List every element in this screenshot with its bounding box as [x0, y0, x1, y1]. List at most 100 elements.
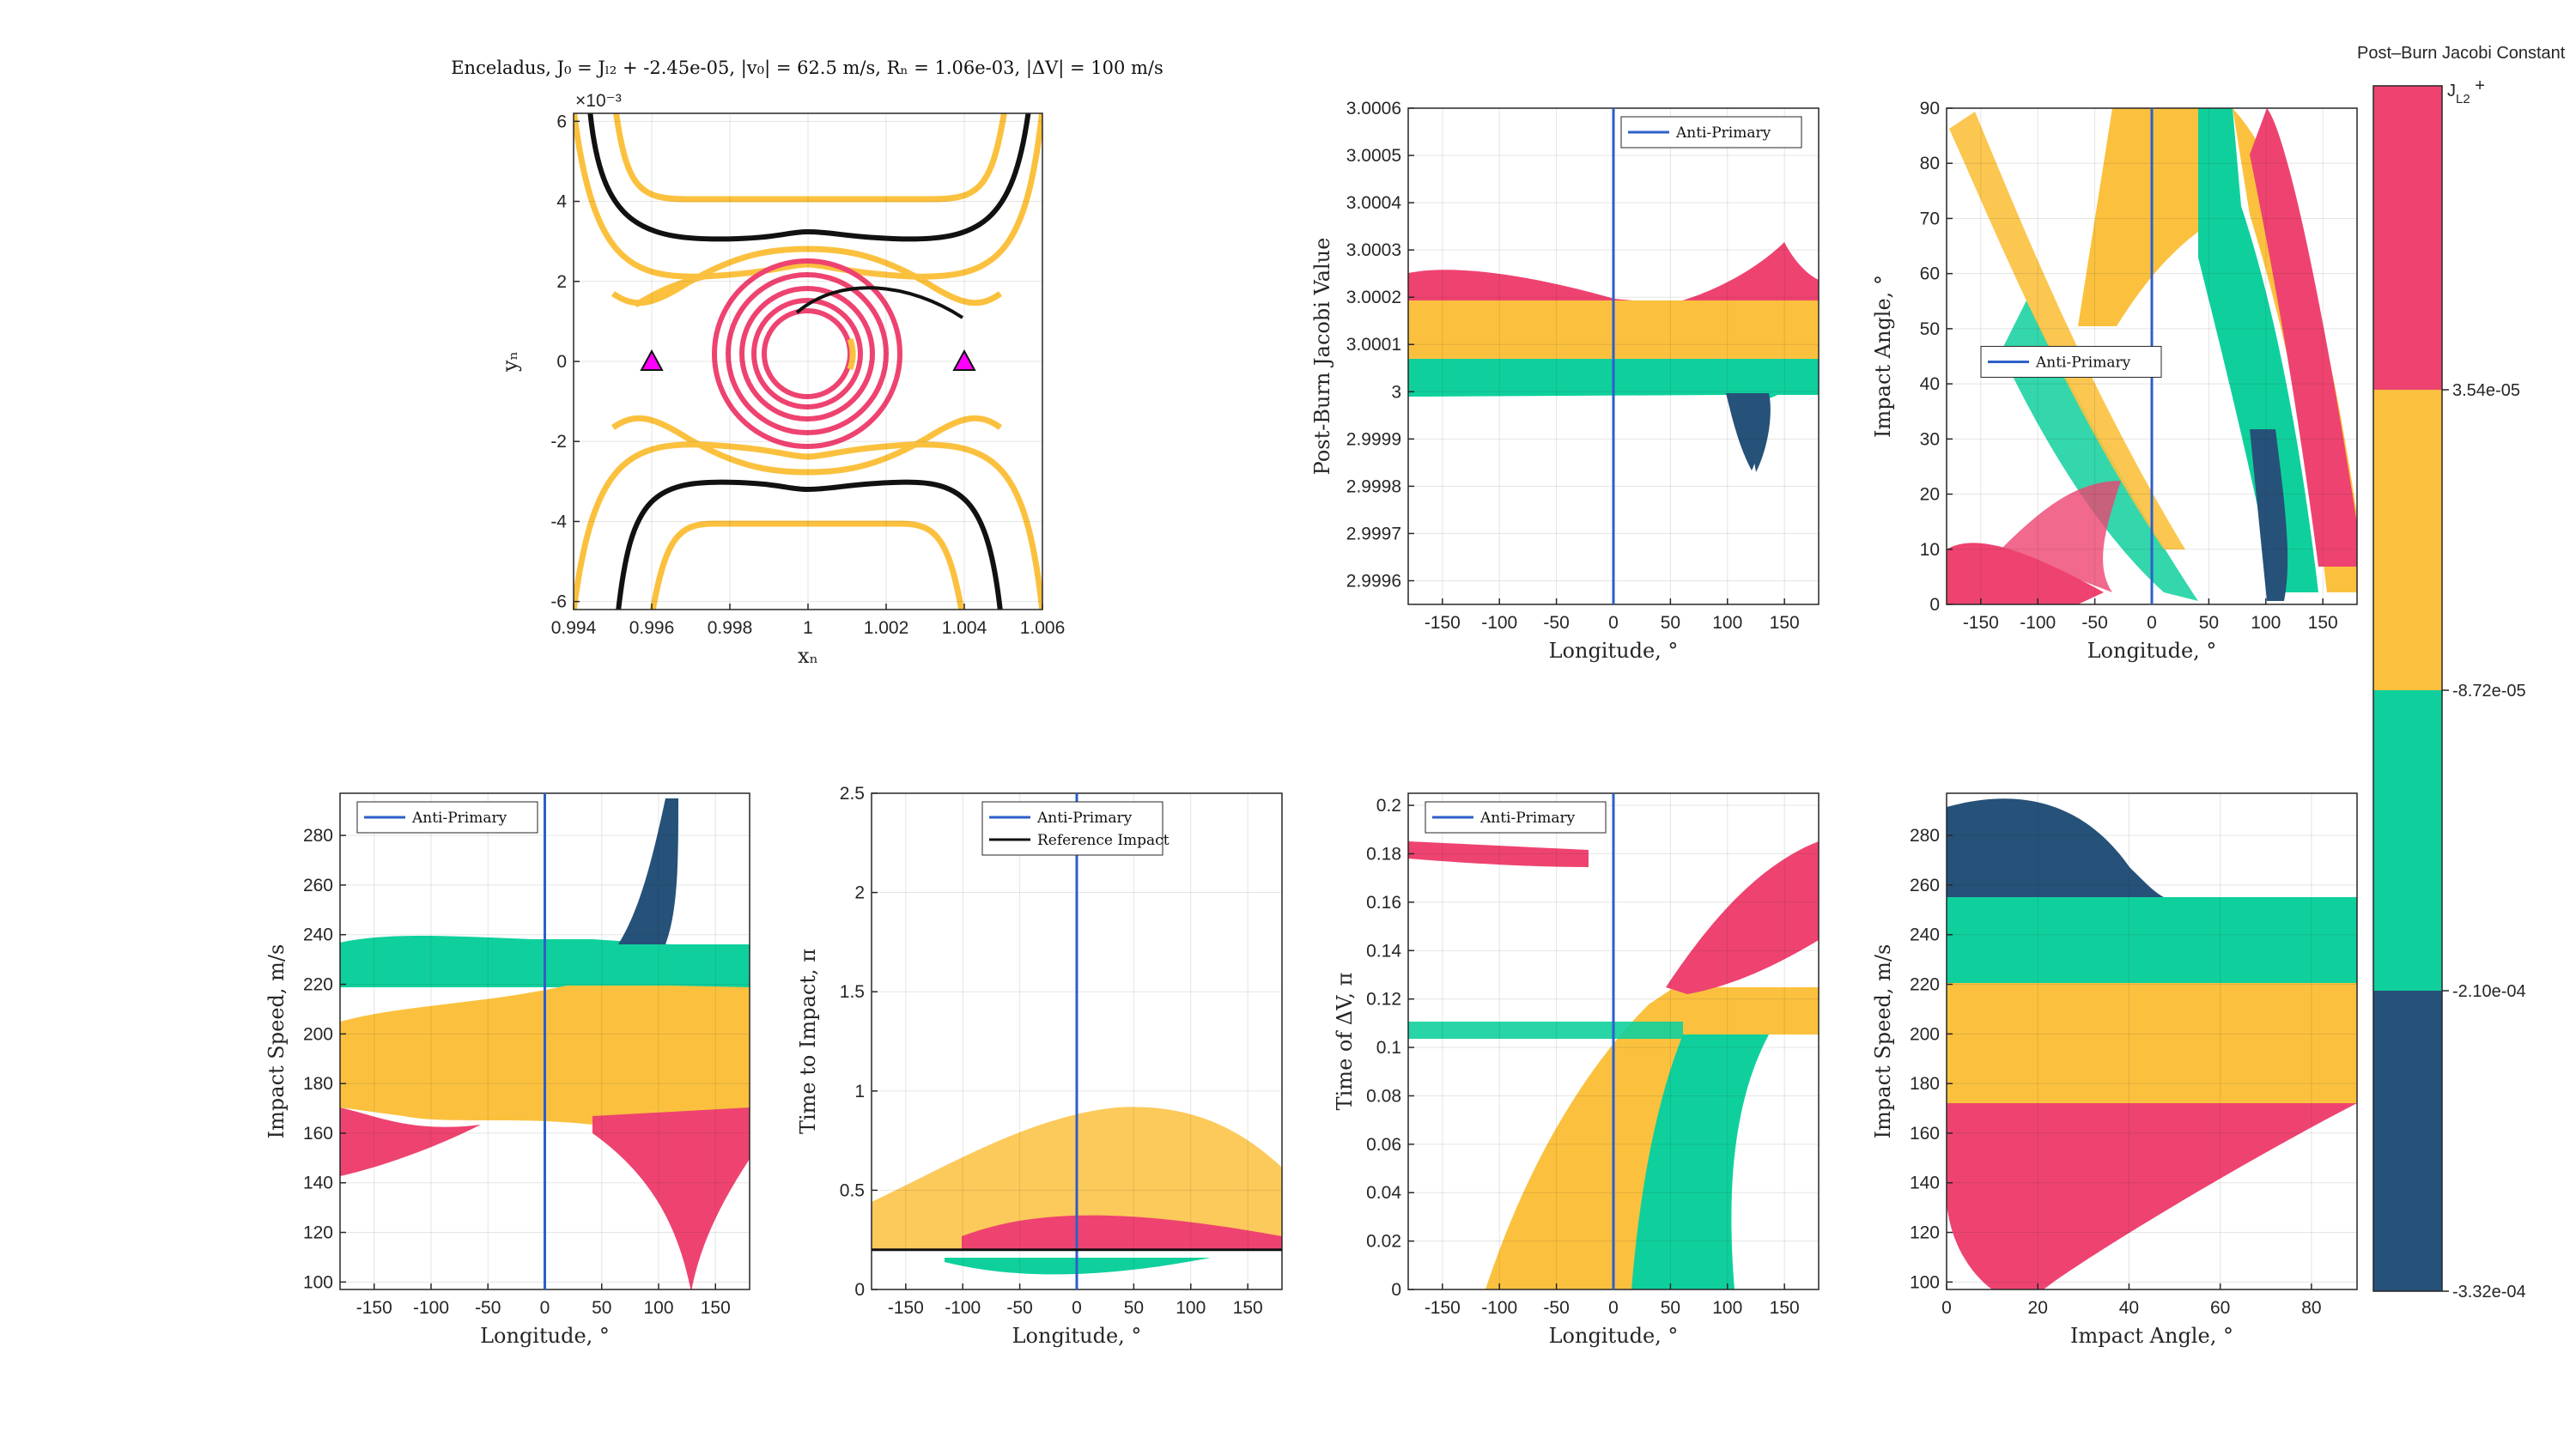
x-tick-label: -100	[413, 1298, 449, 1318]
x-tick-label: -50	[1006, 1298, 1032, 1318]
x-tick-label: 0	[1941, 1298, 1952, 1318]
y-tick-label: 0	[556, 352, 567, 372]
spiral-yellow-segment	[847, 337, 856, 371]
x-axis-label: Longitude, °	[1549, 1324, 1679, 1348]
x-tick-label: -100	[1481, 613, 1517, 633]
impact-speed-vs-longitude-plot: -150 -100 -50 0 50 100 150 100 120 140 160 180 200 22…	[264, 792, 750, 1348]
legend-label: Anti-Primary	[1675, 124, 1771, 142]
pink-fan-tip	[2001, 481, 2121, 592]
navy-sliver	[2250, 429, 2288, 601]
legend: Anti-Primary	[1980, 345, 2162, 378]
x-tick-label: 50	[1661, 613, 1680, 633]
x-tick-label: 50	[1661, 1298, 1680, 1318]
y-tick-label: 200	[303, 1024, 333, 1044]
y-axis-label: Time to Impact, π	[796, 949, 820, 1134]
colorbar-frame	[2372, 85, 2443, 1292]
y-tick-label: 0.1	[1376, 1038, 1401, 1058]
y-tick-label: 260	[303, 876, 333, 895]
y-tick-label: -4	[550, 512, 567, 531]
y-tick-label: 0.16	[1366, 893, 1401, 913]
y-tick-label: 120	[1910, 1223, 1940, 1243]
y-tick-label: 2	[556, 272, 567, 292]
y-tick-label: -6	[550, 592, 567, 612]
pink-left-wedge	[340, 1107, 481, 1176]
x-tick-label: 60	[2210, 1298, 2230, 1318]
legend-label: Anti-Primary	[1479, 810, 1576, 827]
y-tick-label: 2.9999	[1346, 429, 1401, 449]
x-tick-label: 0	[540, 1298, 550, 1318]
y-tick-label: 0.04	[1366, 1183, 1401, 1203]
y-tick-label: 0	[1929, 595, 1940, 615]
y-tick-label: 0.08	[1366, 1086, 1401, 1106]
legend-label: Anti-Primary	[2035, 354, 2131, 371]
navy-region	[1947, 798, 2164, 897]
zero-velocity-curve-black-top	[587, 113, 1031, 242]
colorbar-tick-label: 3.54e-05	[2452, 381, 2520, 400]
impact-angle-vs-longitude-plot: -150 -100 -50 0 50 100 150 0 10 20 30 40 50 60 70 80 90 L…	[1871, 99, 2358, 663]
y-tick-label: 140	[303, 1174, 333, 1193]
y-tick-label: 100	[303, 1272, 333, 1292]
x-tick-label: 1.006	[1020, 618, 1066, 638]
y-tick-label: 220	[303, 975, 333, 995]
y-tick-label: 3.0006	[1346, 99, 1401, 118]
x-tick-label: -50	[1543, 1298, 1569, 1318]
y-axis-label: Time of ΔV, π	[1333, 973, 1357, 1111]
y-tick-label: 2	[854, 883, 865, 903]
x-tick-label: 50	[592, 1298, 611, 1318]
x-axis-label: Impact Angle, °	[2070, 1324, 2233, 1348]
x-axis-label: Longitude, °	[1012, 1324, 1142, 1348]
zero-velocity-curve-yellow-inner-top	[611, 246, 1003, 306]
zero-velocity-curve-yellow-inner-bottom	[611, 415, 1003, 476]
legend: Anti-Primary	[356, 801, 538, 834]
x-tick-label: 80	[2301, 1298, 2321, 1318]
y-tick-label: 40	[1920, 374, 1940, 394]
x-tick-label: 0.998	[708, 618, 753, 638]
y-tick-label: 3	[1391, 382, 1401, 402]
y-tick-label: 160	[303, 1124, 333, 1144]
x-tick-label: -150	[356, 1298, 392, 1318]
x-tick-label: -100	[1481, 1298, 1517, 1318]
y-tick-label: 180	[1910, 1074, 1940, 1094]
y-axis-label: Impact Angle, °	[1871, 275, 1895, 438]
y-tick-label: 70	[1920, 209, 1940, 228]
x-tick-label: 100	[1712, 613, 1742, 633]
y-tick-label: 2.9996	[1346, 571, 1401, 591]
y-tick-label: 280	[303, 826, 333, 846]
colorbar-band-yellow	[2373, 390, 2442, 690]
navy-spike	[618, 798, 678, 944]
pink-region	[1947, 1103, 2357, 1289]
spiral-ring-5	[762, 308, 853, 399]
dv-point-clouds	[1408, 841, 1819, 1289]
y-tick-label: 30	[1920, 429, 1940, 449]
x-tick-label: 100	[1712, 1298, 1742, 1318]
x-tick-label: 1.002	[864, 618, 909, 638]
zero-velocity-curve-yellow-top-inner	[574, 113, 1042, 280]
colorbar-tick-label: -2.10e-04	[2452, 982, 2526, 1001]
yellow-peak-region	[2078, 108, 2198, 326]
orbit-plot: 0.994 0.996 0.998 1 1.002 1.004 1.006 -6 -4 -2 0 2 4…	[498, 91, 1065, 668]
colorbar-tick-label: -8.72e-05	[2452, 682, 2526, 701]
legend-label: Reference Impact	[1037, 832, 1170, 849]
x-tick-label: 1.004	[942, 618, 987, 638]
x-tick-label: 0.994	[551, 618, 597, 638]
spiral-ring-1	[712, 258, 902, 449]
legend-box	[981, 801, 1163, 856]
colorbar-band-green	[2373, 690, 2442, 991]
yellow-band	[1947, 983, 2357, 1103]
orbit-trajectories	[574, 113, 1042, 610]
y-tick-label: 3.0003	[1346, 240, 1401, 260]
yellow-diagonal-band	[1949, 112, 2185, 549]
y-tick-label: 240	[1910, 925, 1940, 945]
y-tick-label: 60	[1920, 264, 1940, 284]
y-tick-label: 160	[1910, 1124, 1940, 1144]
pink-low-angle-fan	[1947, 543, 2104, 604]
x-tick-label: 150	[2308, 613, 2338, 633]
y-tick-label: 200	[1910, 1024, 1940, 1044]
x-tick-label: 100	[2251, 613, 2281, 633]
x-tick-label: -150	[1425, 613, 1461, 633]
colorbar-title: Post–Burn Jacobi Constant	[2357, 44, 2566, 63]
pink-streak	[962, 1215, 1282, 1249]
x-axis-label: xₙ	[798, 644, 818, 668]
x-tick-label: -150	[888, 1298, 924, 1318]
x-tick-label: 0	[1608, 613, 1619, 633]
